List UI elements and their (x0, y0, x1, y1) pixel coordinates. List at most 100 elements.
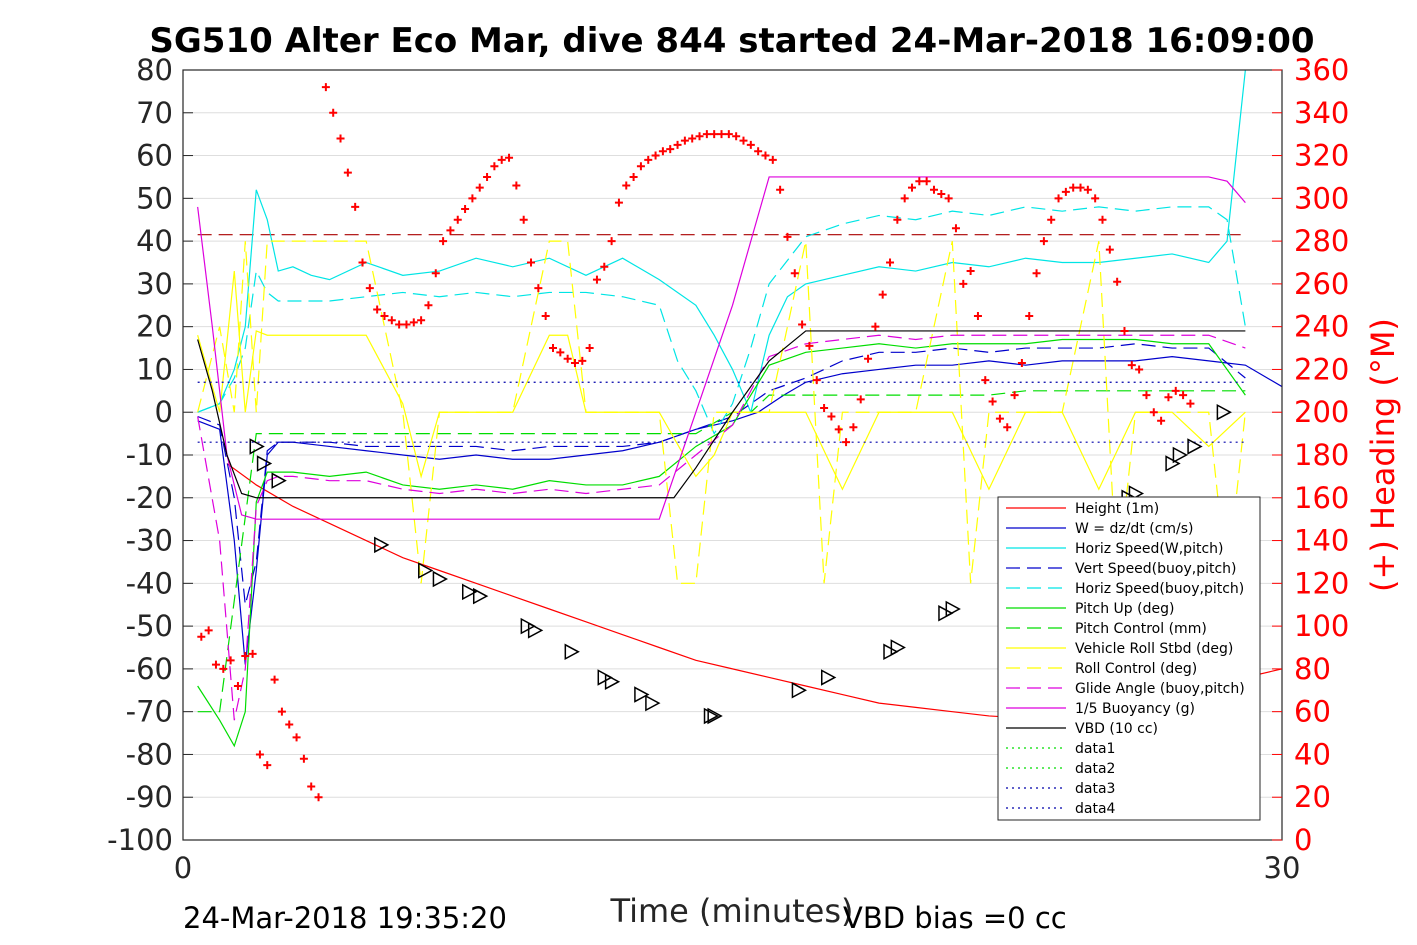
heading-point (746, 140, 755, 149)
heading-point (761, 151, 770, 160)
heading-point (666, 145, 675, 154)
y-tick-label: -50 (126, 609, 173, 643)
heading-point (739, 136, 748, 145)
heading-point (644, 155, 653, 164)
heading-point (981, 376, 990, 385)
heading-point (754, 147, 763, 156)
triangle-marker (890, 639, 906, 656)
heading-point (878, 290, 887, 299)
heading-point (417, 316, 426, 325)
series-line-7 (197, 270, 1246, 491)
heading-point (1025, 311, 1034, 320)
heading-point (622, 181, 631, 190)
x-tick-label: 0 (174, 851, 192, 885)
triangle-marker (634, 686, 650, 703)
triangle-marker (461, 583, 478, 601)
series-line-4 (197, 206, 1246, 435)
triangle-marker (604, 673, 621, 690)
heading-point (219, 664, 228, 673)
triangle-marker (432, 570, 449, 588)
y2-tick-label: 140 (1294, 524, 1349, 558)
heading-point (680, 136, 689, 145)
heading-point (226, 656, 235, 665)
heading-point (790, 269, 799, 278)
heading-point (285, 720, 294, 729)
y-tick-label: -90 (126, 780, 173, 814)
right-axis-ticks: 0 20 40 60 80 100 120 140 160 180 200 220 240 260 280 3… (1272, 53, 1349, 857)
x-tick-label: 30 (1264, 851, 1301, 885)
heading-point (461, 205, 470, 214)
series-line-0 (226, 463, 1282, 719)
triangle-marker (1172, 446, 1189, 464)
y-tick-label: 30 (136, 267, 173, 301)
heading-point (915, 177, 924, 186)
y2-tick-label: 120 (1294, 566, 1349, 600)
heading-point (578, 356, 587, 365)
heading-point (1179, 391, 1188, 400)
heading-point (988, 397, 997, 406)
y2-tick-label: 60 (1294, 695, 1331, 729)
heading-point (277, 707, 286, 716)
legend-entry: W = dz/dt (cm/s) (1075, 521, 1194, 537)
heading-point (505, 153, 514, 162)
triangle-marker (1187, 438, 1203, 455)
heading-point (1032, 269, 1041, 278)
y2-tick-label: 280 (1294, 224, 1349, 258)
legend-entry: Horiz Speed(buoy,pitch) (1075, 581, 1244, 597)
y2-tick-label: 180 (1294, 438, 1349, 472)
y-tick-label: 60 (136, 139, 173, 173)
heading-point (512, 181, 521, 190)
heading-point (944, 194, 953, 203)
heading-point (973, 311, 982, 320)
heading-point (380, 311, 389, 320)
heading-point (717, 130, 726, 139)
legend: Height (1m) W = dz/dt (cm/s) Horiz Speed(W… (997, 496, 1261, 821)
heading-point (1076, 183, 1085, 192)
footer-timestamp: 24-Mar-2018 19:35:20 (183, 901, 507, 935)
heading-point (211, 660, 220, 669)
heading-point (922, 177, 931, 186)
heading-point (1186, 399, 1195, 408)
series-line-8 (197, 240, 1246, 584)
legend-entry: VBD (10 cc) (1075, 721, 1158, 737)
heading-point (629, 172, 638, 181)
heading-point (1061, 187, 1070, 196)
triangle-marker (527, 622, 544, 639)
heading-point (966, 267, 975, 276)
triangle-marker (271, 472, 287, 489)
heading-point (798, 320, 807, 329)
heading-point (1149, 408, 1158, 417)
heading-point (343, 168, 352, 177)
y-tick-label: -20 (126, 481, 173, 515)
heading-point (204, 626, 213, 635)
heading-point (1083, 185, 1092, 194)
y-tick-label: -80 (126, 737, 173, 771)
heading-point (636, 162, 645, 171)
y-tick-label: -60 (126, 652, 173, 686)
y2-tick-label: 40 (1294, 737, 1331, 771)
heading-point (1142, 391, 1151, 400)
footer-vbd-bias: VBD bias =0 cc (843, 901, 1067, 935)
y-tick-label: 10 (136, 352, 173, 386)
heading-point (732, 132, 741, 141)
heading-point (468, 194, 477, 203)
heading-point (959, 279, 968, 288)
heading-point (614, 198, 623, 207)
heading-markers (197, 83, 1195, 802)
heading-point (995, 414, 1004, 423)
legend-entry: 1/5 Buoyancy (g) (1075, 701, 1195, 717)
heading-point (358, 258, 367, 267)
series-line-3 (197, 343, 1246, 605)
heading-point (321, 83, 330, 92)
heading-point (805, 341, 814, 350)
heading-point (1127, 361, 1136, 370)
series-line-2 (197, 70, 1246, 415)
legend-entry: Vert Speed(buoy,pitch) (1075, 561, 1237, 577)
heading-point (710, 130, 719, 139)
y2-tick-label: 0 (1294, 823, 1312, 857)
triangle-marker (520, 617, 536, 635)
triangle-marker (256, 455, 273, 472)
triangle-marker (883, 643, 899, 661)
heading-point (768, 155, 777, 164)
heading-point (1164, 393, 1173, 402)
